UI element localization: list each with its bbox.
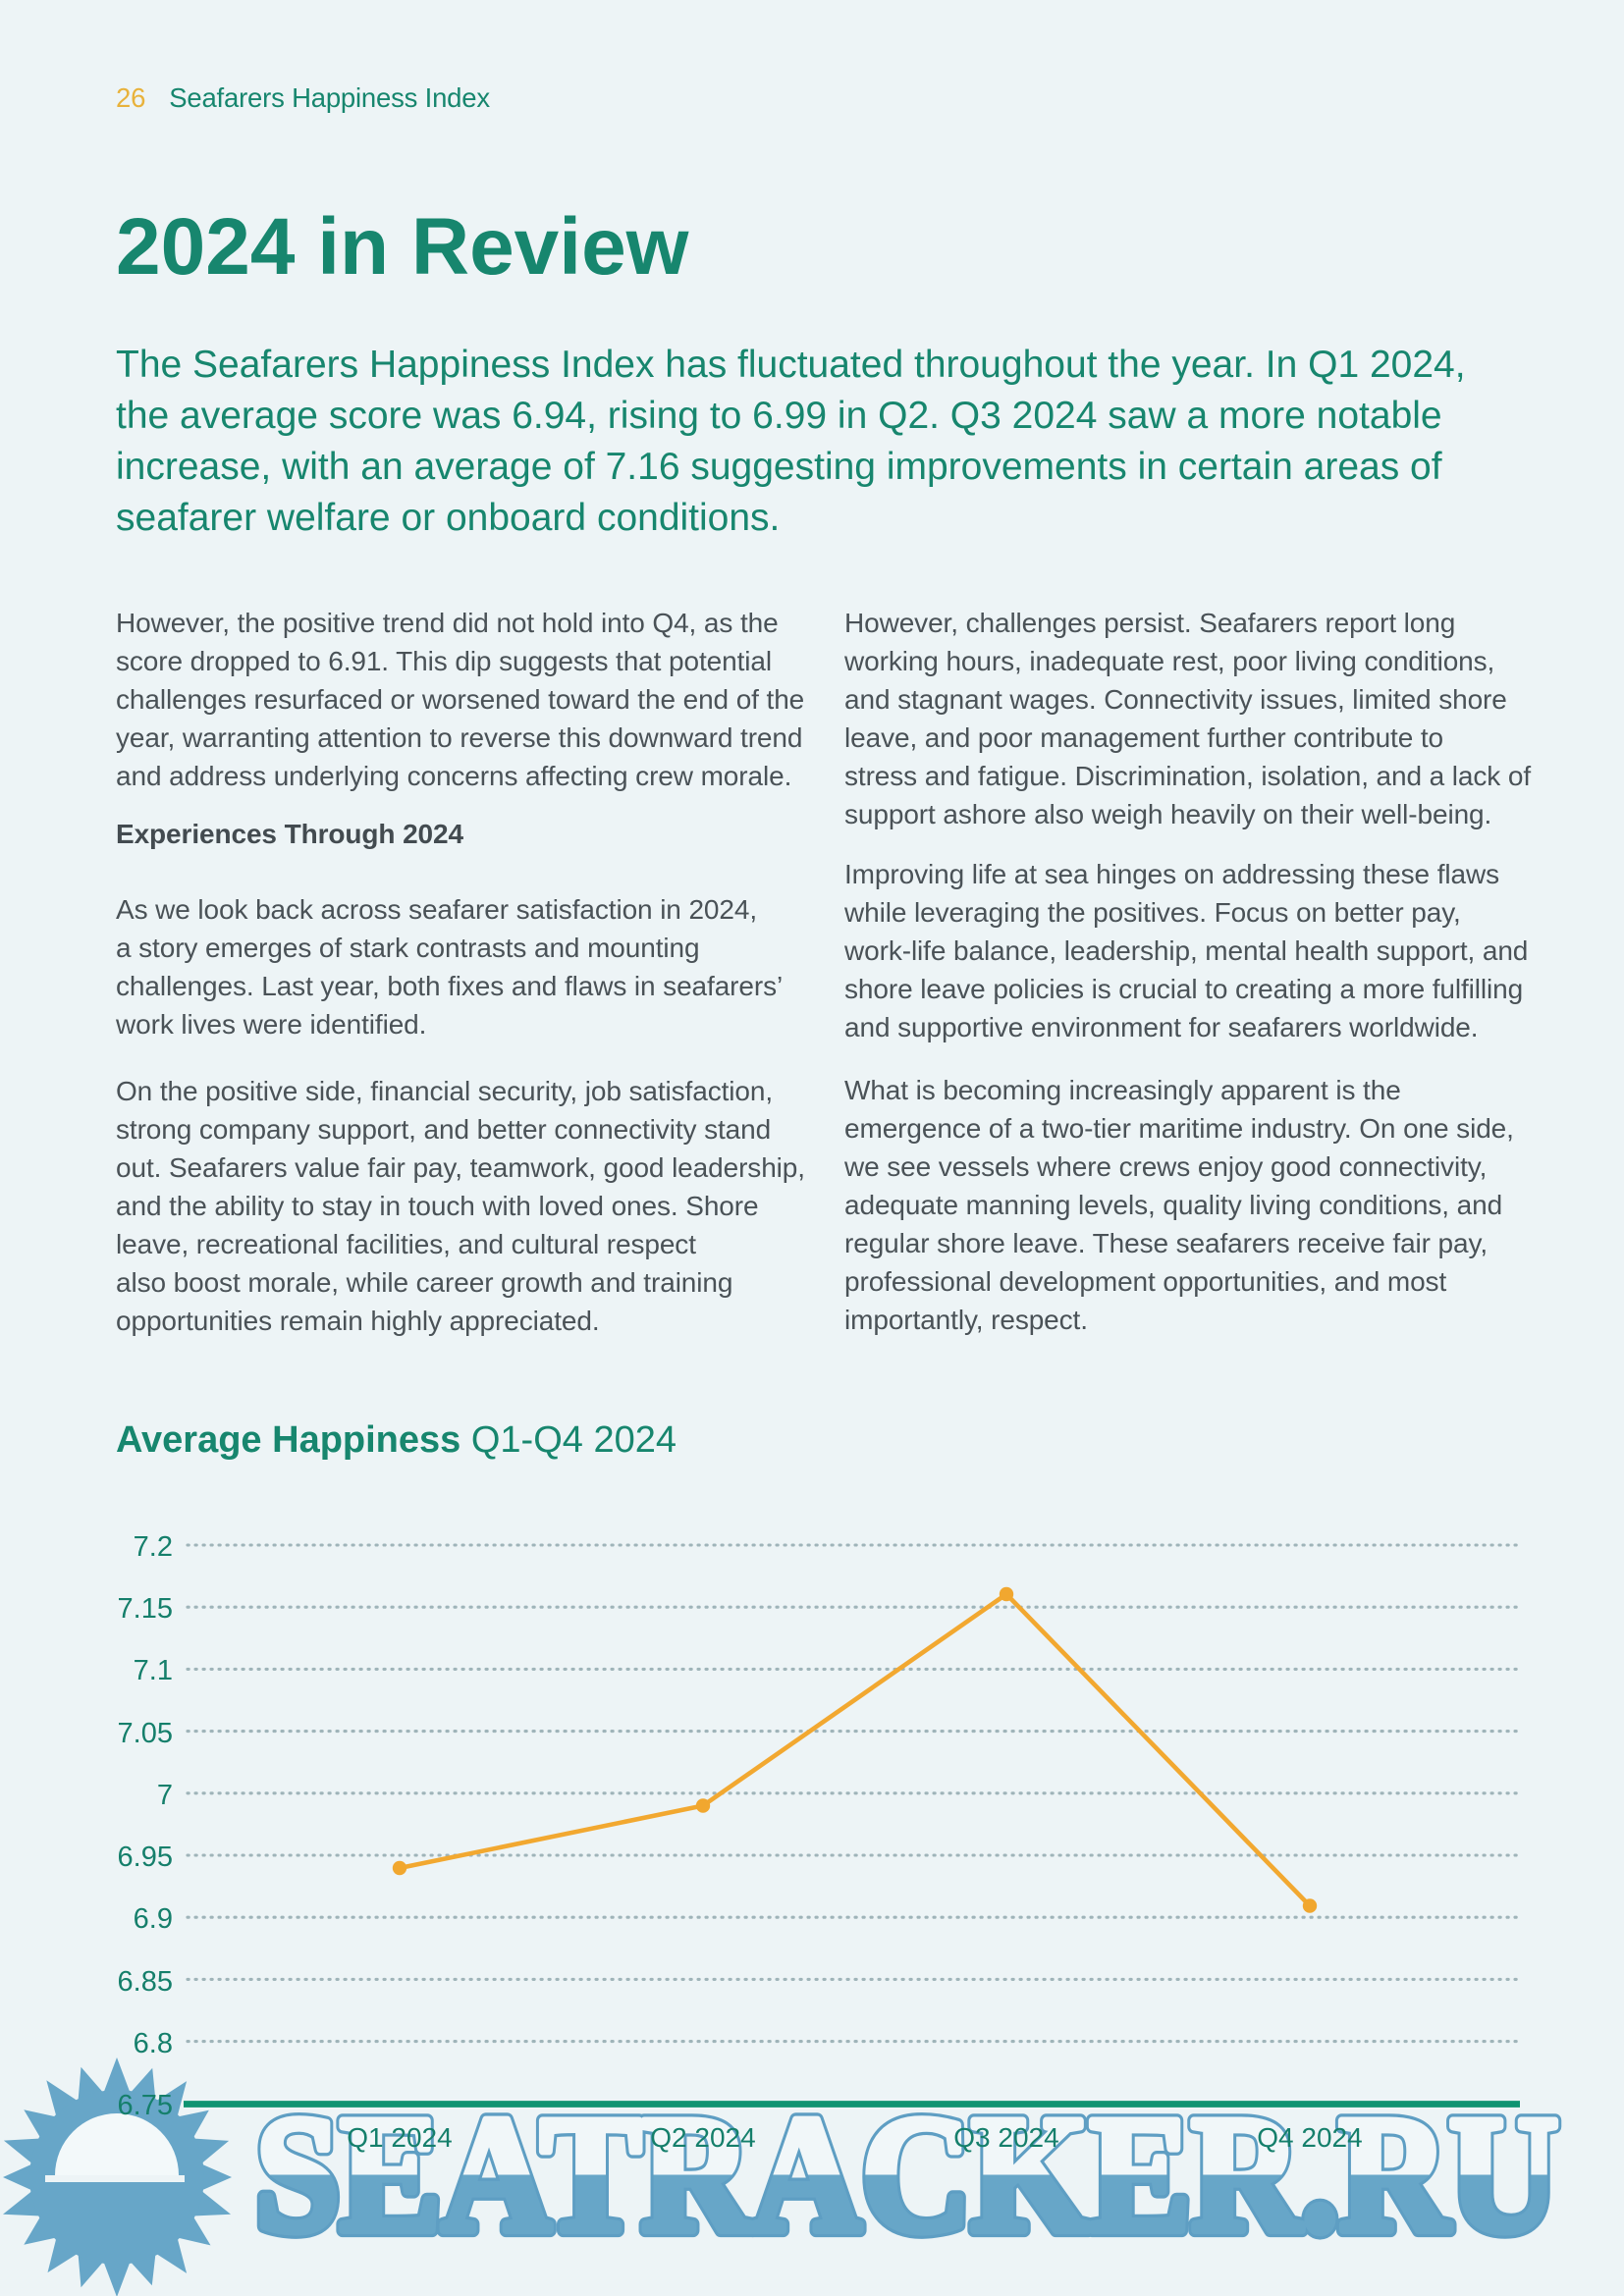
svg-text:6.9: 6.9 [134,1903,173,1935]
svg-text:7.15: 7.15 [118,1593,173,1625]
svg-text:6.8: 6.8 [134,2028,173,2059]
svg-text:6.85: 6.85 [118,1966,173,1998]
svg-text:SEATRACKER.RU: SEATRACKER.RU [255,2082,1559,2267]
svg-text:6.75: 6.75 [118,2090,173,2121]
svg-text:7: 7 [157,1780,173,1811]
svg-text:7.2: 7.2 [134,1531,173,1563]
svg-text:SEATRACKER.RU: SEATRACKER.RU [255,2082,1559,2267]
svg-text:7.05: 7.05 [118,1718,173,1749]
svg-text:6.95: 6.95 [118,1842,173,1873]
svg-text:7.1: 7.1 [134,1655,173,1686]
